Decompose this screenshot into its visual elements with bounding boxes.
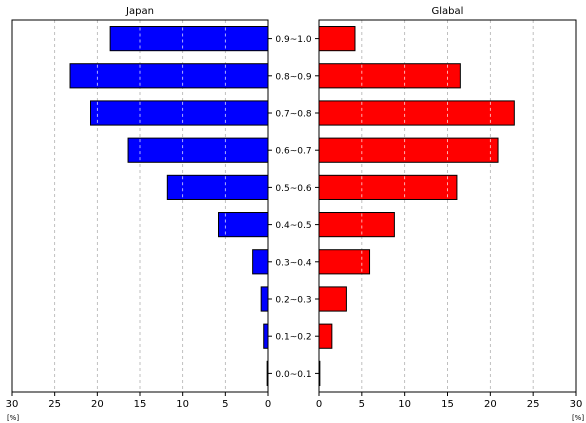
category-label: 0.2~0.3 bbox=[275, 296, 311, 306]
bar-global-8 bbox=[318, 63, 461, 89]
category-label: 0.1~0.2 bbox=[275, 333, 311, 343]
category-label: 0.8~0.9 bbox=[275, 72, 311, 82]
panel-title: Japan bbox=[125, 6, 154, 17]
category-label: 0.5~0.6 bbox=[275, 184, 311, 194]
x-tick-label: 30 bbox=[570, 399, 583, 410]
bar-global-7 bbox=[318, 100, 515, 126]
category-label: 0.4~0.5 bbox=[275, 221, 311, 231]
bar-japan-5 bbox=[166, 174, 269, 200]
x-tick-label: 25 bbox=[527, 399, 540, 410]
bar-global-3 bbox=[318, 249, 371, 275]
bar-global-5 bbox=[318, 174, 458, 200]
bar-global-9 bbox=[318, 26, 356, 52]
bar-japan-9 bbox=[109, 26, 269, 52]
bar-japan-8 bbox=[69, 63, 269, 89]
x-tick-label: 0 bbox=[316, 399, 322, 410]
x-tick-label: 0 bbox=[265, 399, 271, 410]
bar-japan-4 bbox=[218, 212, 269, 238]
x-tick-label: 30 bbox=[6, 399, 19, 410]
bar-japan-3 bbox=[252, 249, 269, 275]
bar-japan-2 bbox=[260, 286, 269, 312]
category-label: 0.0~0.1 bbox=[275, 370, 311, 380]
bar-japan-1 bbox=[263, 323, 269, 349]
bar-global-1 bbox=[318, 323, 333, 349]
japan-panel: 30 25 20 15 10 5 0 Japan [%] bbox=[6, 6, 272, 422]
x-tick-label: 10 bbox=[398, 399, 411, 410]
category-labels: 0.0~0.1 0.1~0.2 0.2~0.3 0.3~0.4 0.4~0.5 0.5~0… bbox=[275, 35, 311, 380]
bar-global-4 bbox=[318, 212, 395, 238]
bar-japan-7 bbox=[90, 100, 269, 126]
x-tick-label: 10 bbox=[176, 399, 189, 410]
panel-title: Glabal bbox=[432, 6, 464, 17]
x-tick-label: 5 bbox=[359, 399, 365, 410]
x-tick-label: 5 bbox=[222, 399, 228, 410]
x-tick-label: 25 bbox=[48, 399, 61, 410]
unit-label: [%] bbox=[572, 414, 584, 422]
category-label: 0.6~0.7 bbox=[275, 147, 311, 157]
unit-label: [%] bbox=[7, 414, 19, 422]
category-label: 0.3~0.4 bbox=[275, 258, 311, 268]
bar-global-6 bbox=[318, 137, 499, 163]
bar-japan-6 bbox=[127, 137, 269, 163]
x-tick-label: 15 bbox=[441, 399, 454, 410]
category-label: 0.9~1.0 bbox=[275, 35, 311, 45]
bar-global-2 bbox=[318, 286, 347, 312]
category-label: 0.7~0.8 bbox=[275, 110, 311, 120]
global-panel: 0 5 10 15 20 25 30 Glabal [%] bbox=[315, 6, 584, 422]
x-tick-label: 20 bbox=[484, 399, 497, 410]
x-tick-label: 20 bbox=[91, 399, 104, 410]
x-tick-label: 15 bbox=[134, 399, 147, 410]
